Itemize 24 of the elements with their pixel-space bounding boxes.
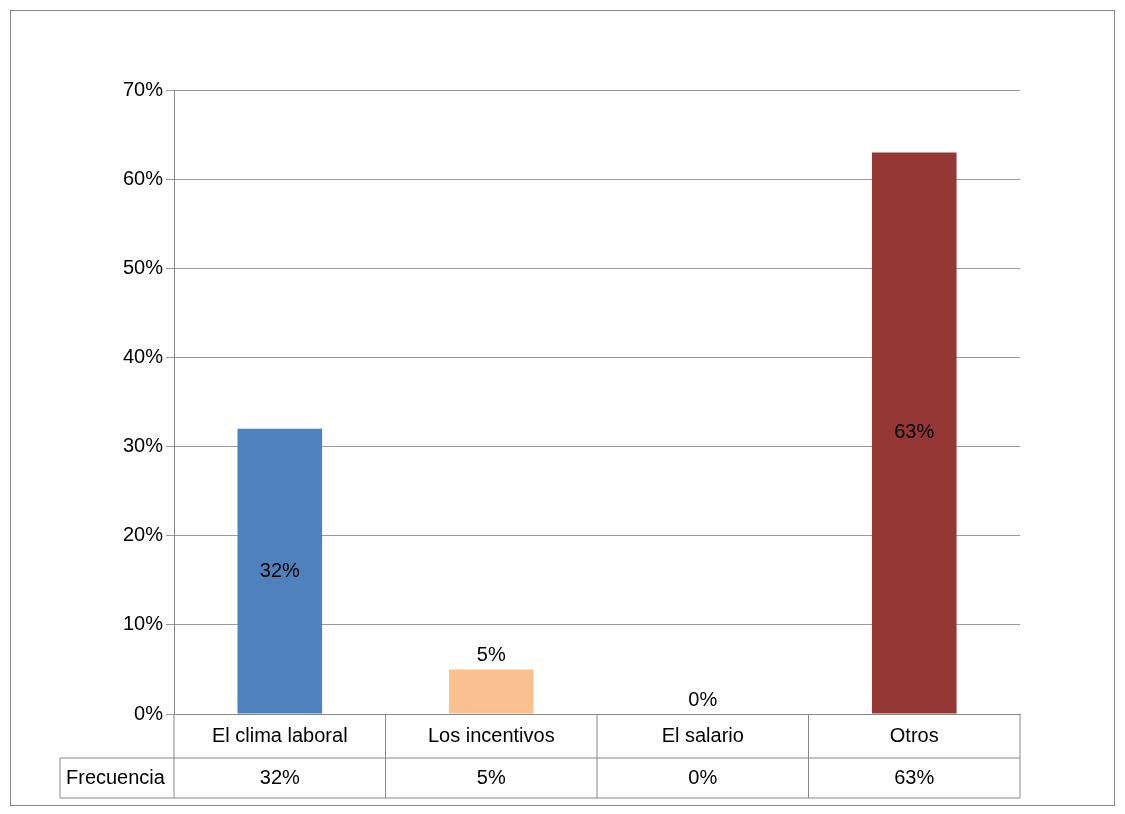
y-tick-label: 70% (123, 77, 164, 100)
y-tick-label: 60% (123, 166, 164, 189)
x-tick-label: El clima laboral (211, 723, 348, 746)
y-tick-label: 50% (123, 255, 164, 278)
data-label: 5% (476, 765, 506, 788)
x-tick-label: El salario (661, 723, 744, 746)
bar (237, 428, 323, 714)
text: 0% (688, 687, 718, 710)
x-tick-label: Los incentivos (427, 723, 555, 746)
x-tick-label: Otros (889, 723, 939, 746)
y-tick-label: 30% (123, 434, 164, 457)
text: 5% (476, 642, 506, 665)
data-label: 0% (688, 765, 718, 788)
y-tick-label: 0% (134, 701, 164, 724)
data-label: 32% (259, 765, 301, 788)
bar (448, 669, 534, 714)
y-tick-label: 20% (123, 523, 164, 546)
text: 32% (259, 558, 300, 581)
y-tick-label: 10% (123, 612, 164, 635)
text: Frecuencia (66, 765, 166, 788)
text: 63% (894, 420, 935, 443)
data-label: 63% (894, 765, 935, 788)
y-tick-label: 40% (123, 344, 164, 367)
bar (871, 152, 957, 714)
